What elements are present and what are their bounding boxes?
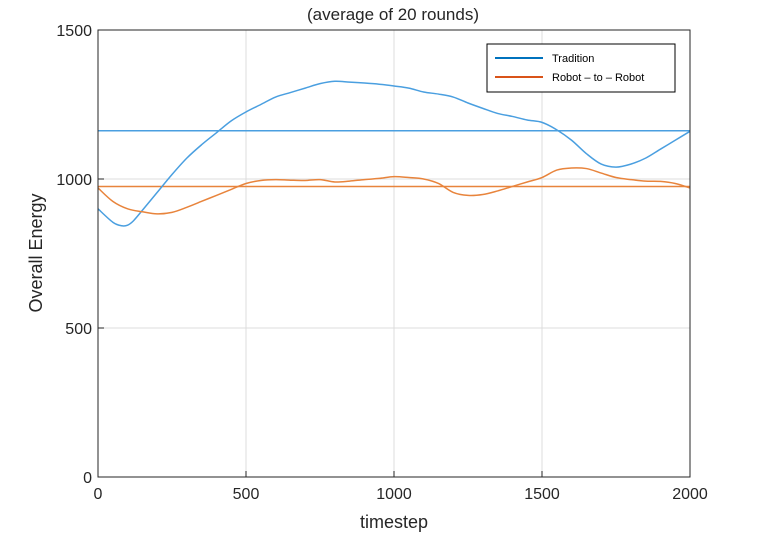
x-tick-label: 1000 (376, 486, 412, 503)
y-tick-label: 1000 (56, 172, 92, 189)
y-axis-label: Overall Energy (26, 193, 46, 312)
series-line-tradition (97, 80, 691, 227)
y-tick-label: 500 (65, 321, 92, 338)
series-line-robot-to-robot (97, 167, 691, 215)
grid-layer (98, 30, 690, 477)
x-tick-label: 1500 (524, 486, 560, 503)
legend: Tradition Robot – to – Robot (486, 43, 676, 93)
series-lines (97, 80, 691, 227)
legend-label-robot-to-robot: Robot – to – Robot (552, 72, 644, 84)
x-axis-label: timestep (360, 512, 428, 532)
mean-lines (98, 129, 690, 188)
chart-title: (average of 20 rounds) (307, 5, 479, 24)
x-tick-label: 500 (233, 486, 260, 503)
y-tick-label: 1500 (56, 23, 92, 40)
legend-box (486, 43, 676, 93)
x-tick-label: 2000 (672, 486, 708, 503)
tick-layer: 0 500 1000 1500 2000 0 500 1000 1500 (56, 23, 707, 503)
x-tick-label: 0 (94, 486, 103, 503)
y-tick-label: 0 (83, 470, 92, 487)
legend-label-tradition: Tradition (552, 53, 594, 65)
